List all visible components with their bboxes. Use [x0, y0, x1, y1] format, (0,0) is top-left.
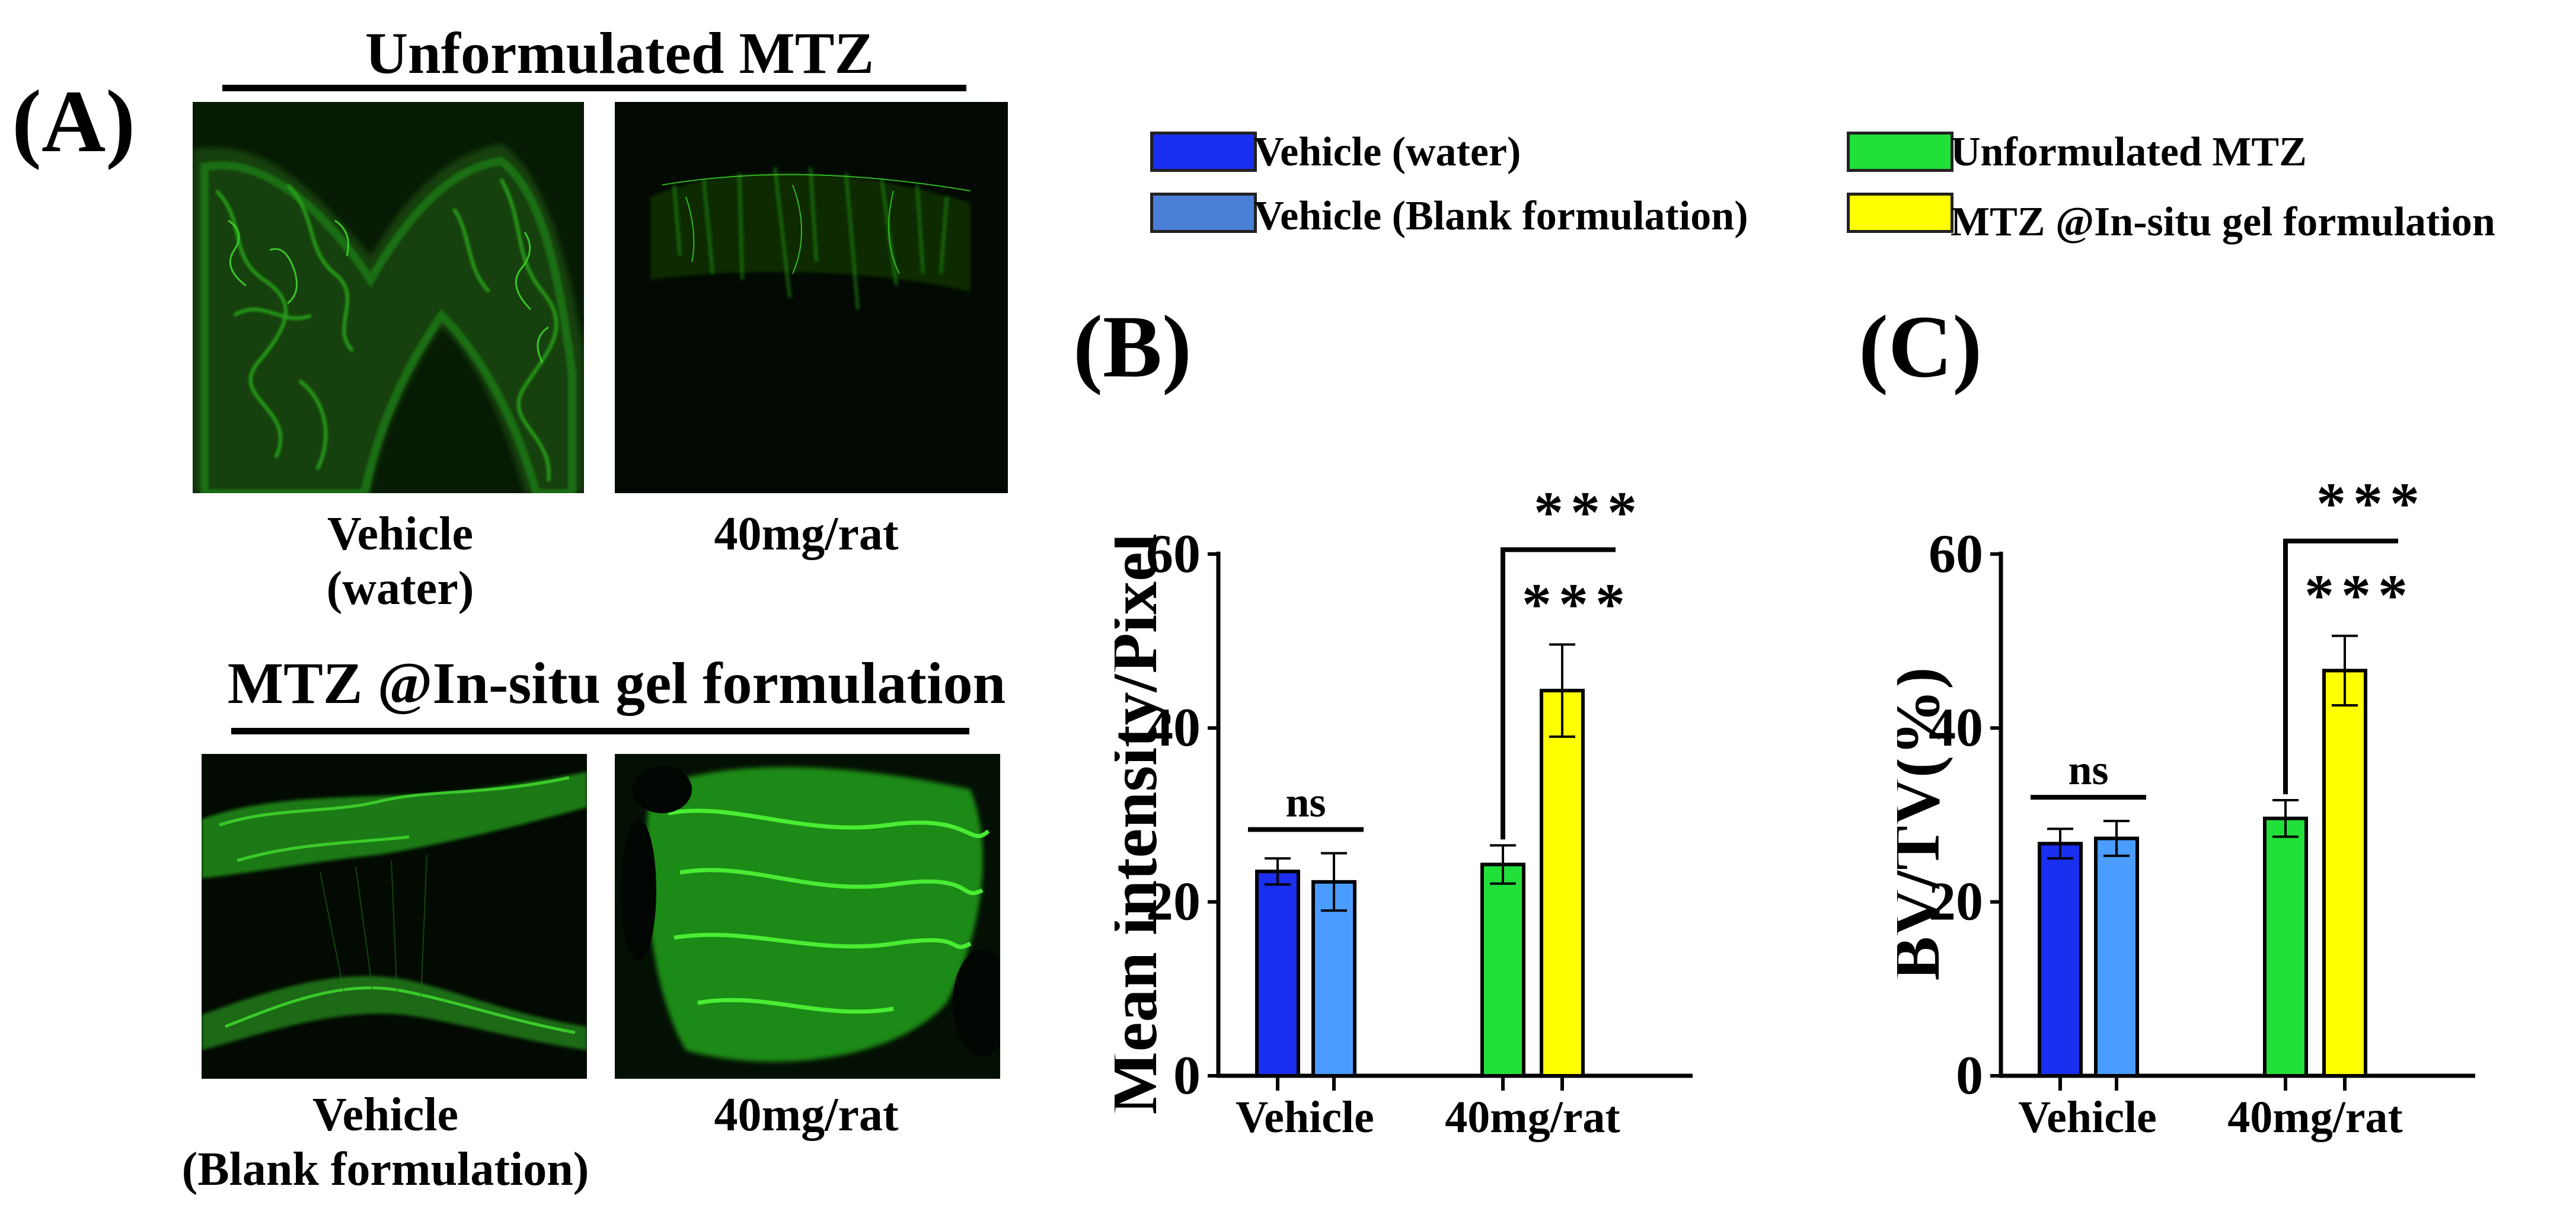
y-tick-label: 0 — [1173, 1045, 1201, 1105]
significance-stars: *** — [1522, 571, 1632, 637]
in-situ-gel-title: MTZ @In-situ gel formulation — [227, 650, 1006, 716]
y-tick-label: 20 — [1929, 871, 1983, 932]
top-group-bar — [222, 85, 966, 91]
significance-bracket — [1501, 547, 1616, 840]
micrograph-in-situ-40mg — [615, 754, 1000, 1079]
ns-label: ns — [1285, 778, 1326, 826]
x-category-label: 40mg/rat — [1445, 1092, 1620, 1142]
y-axis-title: BV/TV(%) — [1897, 667, 1953, 981]
legend-swatch-vehicle-blank — [1150, 193, 1257, 233]
y-axis-title: Mean intensity/Pixel — [1115, 533, 1171, 1114]
bar — [2322, 669, 2367, 1078]
bar — [2263, 816, 2308, 1078]
bar — [1540, 689, 1585, 1078]
bottom-group-bar — [231, 728, 969, 734]
panel-b-letter: (B) — [1073, 298, 1192, 396]
panel-c-letter: (C) — [1859, 298, 1983, 396]
label-in-situ-40mg: 40mg/rat — [714, 1089, 899, 1141]
bar — [2038, 842, 2083, 1078]
bar — [2094, 836, 2139, 1078]
y-tick-label: 40 — [1146, 697, 1201, 757]
significance-bracket — [2283, 538, 2398, 794]
ns-label: ns — [2068, 746, 2108, 794]
label-vehicle-blank: Vehicle (Blank formulation) — [181, 1089, 589, 1196]
chart-bv-tv: 0 20 40 60 BV/TV(%) Vehicle 40mg/rat ns *** *** — [1897, 471, 2475, 1142]
micrograph-vehicle-blank — [202, 754, 587, 1079]
y-tick-label: 40 — [1929, 697, 1983, 757]
y-tick-label: 0 — [1956, 1045, 1983, 1105]
label-unformulated-40mg: 40mg/rat — [714, 508, 899, 560]
bar — [1480, 862, 1525, 1078]
legend-swatch-unformulated — [1847, 132, 1953, 172]
label-vehicle-water: Vehicle (water) — [326, 508, 474, 615]
x-category-label: 40mg/rat — [2227, 1092, 2402, 1142]
y-tick-label: 60 — [1146, 523, 1201, 584]
legend-label-vehicle-blank: Vehicle (Blank formulation) — [1254, 193, 1748, 239]
panel-a-letter: (A) — [12, 72, 136, 171]
micrograph-unformulated-40mg — [615, 102, 1008, 493]
x-category-label: Vehicle — [2018, 1092, 2157, 1142]
y-tick-label: 60 — [1929, 523, 1983, 584]
legend-swatch-vehicle-water — [1150, 132, 1257, 172]
unformulated-mtz-title: Unformulated MTZ — [365, 20, 874, 86]
micrograph-vehicle-water — [193, 102, 584, 493]
legend-label-in-situ: MTZ @In-situ gel formulation — [1951, 199, 2495, 245]
significance-stars: *** — [2304, 562, 2415, 628]
legend-label-vehicle-water: Vehicle (water) — [1254, 129, 1521, 175]
legend-swatch-in-situ — [1847, 193, 1953, 233]
legend-label-unformulated: Unformulated MTZ — [1951, 129, 2307, 175]
y-tick-label: 20 — [1146, 871, 1201, 932]
significance-stars: *** — [2316, 471, 2427, 536]
bar — [1255, 870, 1300, 1078]
x-category-label: Vehicle — [1236, 1092, 1374, 1142]
significance-stars: *** — [1534, 479, 1644, 545]
